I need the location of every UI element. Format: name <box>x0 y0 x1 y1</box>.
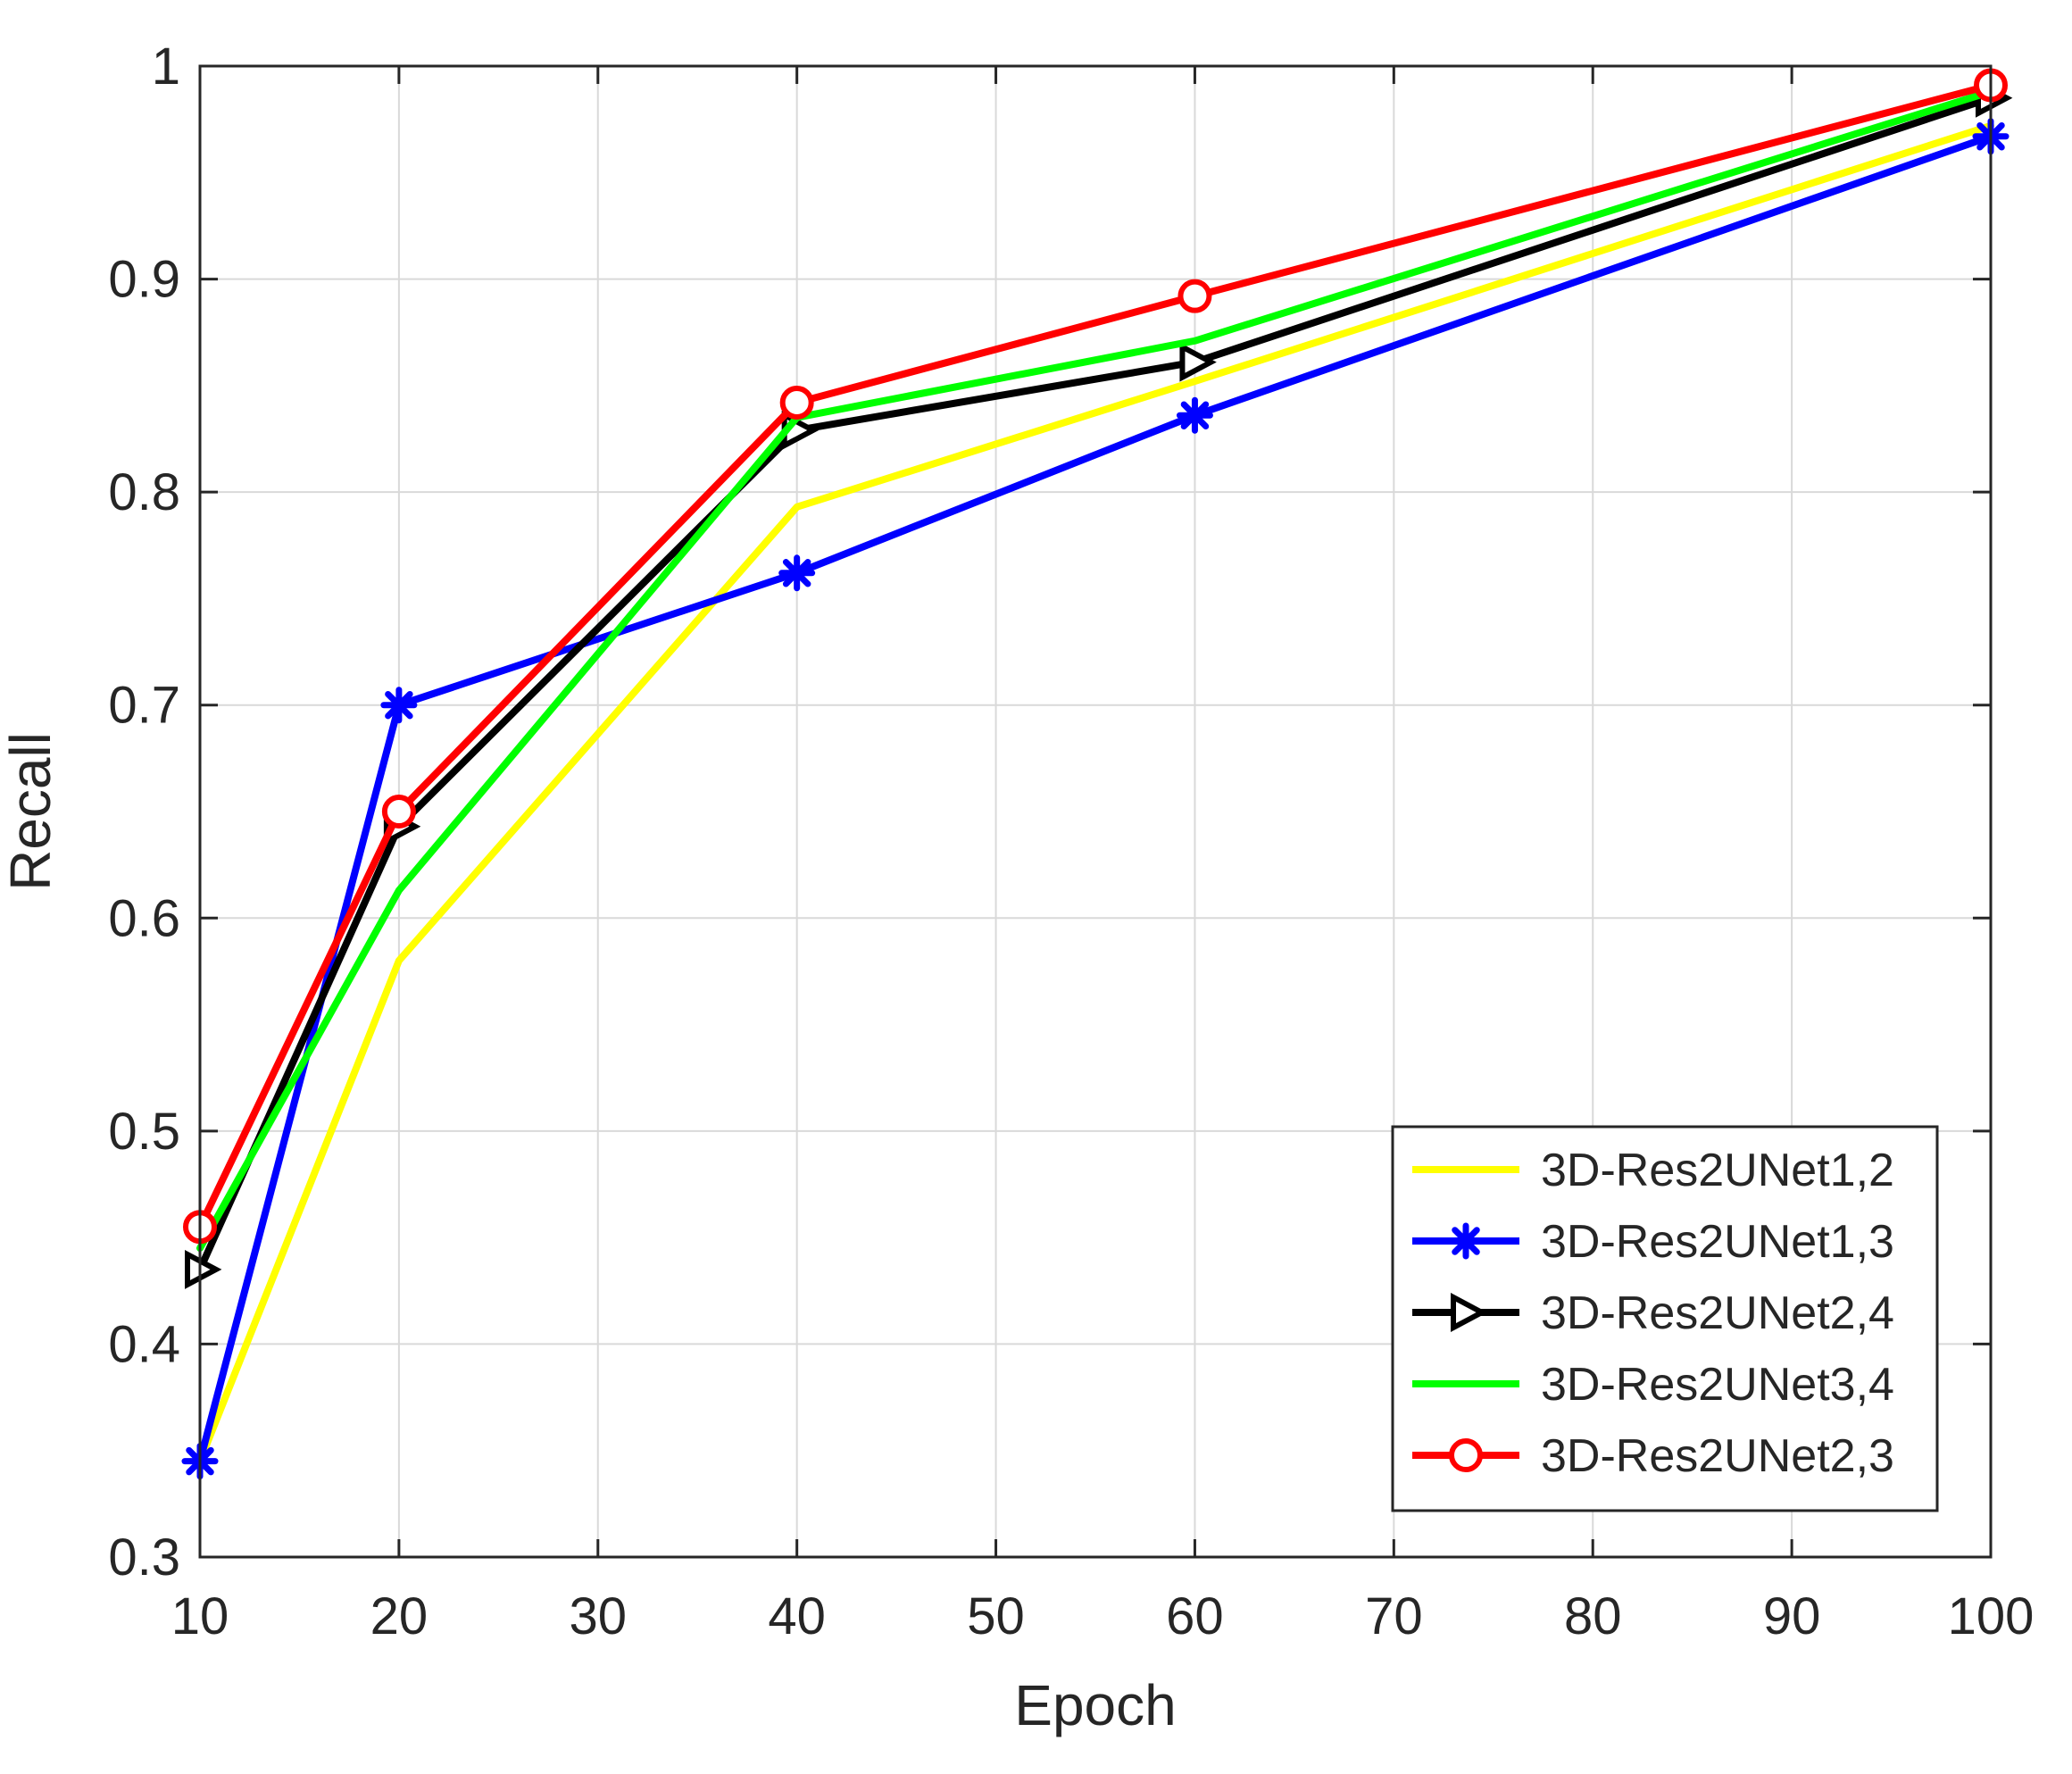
data-point-marker <box>1176 396 1213 434</box>
data-point-marker <box>779 385 814 420</box>
x-axis-title: Epoch <box>1014 1673 1176 1737</box>
series-lines <box>181 68 2013 1480</box>
y-tick-label: 0.5 <box>108 1103 180 1161</box>
legend-entry: 3D-Res2UNet3,4 <box>1412 1359 1894 1411</box>
legend-label: 3D-Res2UNet2,4 <box>1541 1287 1894 1339</box>
data-point-marker <box>1179 342 1217 382</box>
series-line <box>196 121 1994 1465</box>
y-tick-label: 0.7 <box>108 677 180 735</box>
legend: 3D-Res2UNet1,2 3D-Res2UNet1,3 3D-Res2UNet2… <box>1391 1125 1939 1512</box>
y-tick-label: 0.9 <box>108 251 180 309</box>
legend-entry: 3D-Res2UNet2,3 <box>1412 1430 1894 1482</box>
axis-ticks: 10 20 30 40 50 60 70 80 90 100 0.3 0.4 0.5 0.6 0.7 0.8 0… <box>108 37 2034 1645</box>
x-tick-label: 20 <box>370 1587 429 1645</box>
legend-entry: 3D-Res2UNet1,3 <box>1412 1216 1894 1268</box>
legend-marker <box>1449 1438 1483 1472</box>
data-point-marker <box>380 687 418 724</box>
x-tick-label: 70 <box>1365 1587 1423 1645</box>
x-tick-label: 80 <box>1564 1587 1622 1645</box>
y-tick-label: 0.3 <box>108 1528 180 1587</box>
y-axis-title: Recall <box>0 732 62 891</box>
data-point-marker <box>1177 279 1212 313</box>
x-tick-label: 30 <box>570 1587 628 1645</box>
data-point-marker <box>381 795 416 829</box>
legend-entry: 3D-Res2UNet1,2 <box>1412 1145 1894 1196</box>
legend-entry: 3D-Res2UNet2,4 <box>1412 1287 1894 1339</box>
x-tick-label: 50 <box>967 1587 1025 1645</box>
series-3D-Res2UNet1,2 <box>196 121 1994 1465</box>
y-tick-label: 1 <box>152 37 180 96</box>
plot-area-frame <box>198 64 1993 1559</box>
x-tick-label: 60 <box>1166 1587 1224 1645</box>
legend-label: 3D-Res2UNet2,3 <box>1541 1430 1894 1482</box>
data-point-marker <box>778 554 816 592</box>
y-tick-label: 0.8 <box>108 463 180 521</box>
y-tick-label: 0.4 <box>108 1315 180 1373</box>
x-tick-label: 100 <box>1948 1587 2035 1645</box>
legend-marker <box>1451 1293 1488 1332</box>
legend-marker <box>1447 1222 1485 1260</box>
legend-label: 3D-Res2UNet1,3 <box>1541 1216 1894 1268</box>
x-tick-label: 10 <box>171 1587 229 1645</box>
legend-label: 3D-Res2UNet1,2 <box>1541 1145 1894 1196</box>
y-tick-label: 0.6 <box>108 889 180 947</box>
x-tick-label: 40 <box>768 1587 826 1645</box>
legend-label: 3D-Res2UNet3,4 <box>1541 1359 1894 1411</box>
legend-box <box>1391 1125 1939 1512</box>
data-point-marker <box>185 1249 222 1289</box>
x-tick-label: 90 <box>1763 1587 1821 1645</box>
